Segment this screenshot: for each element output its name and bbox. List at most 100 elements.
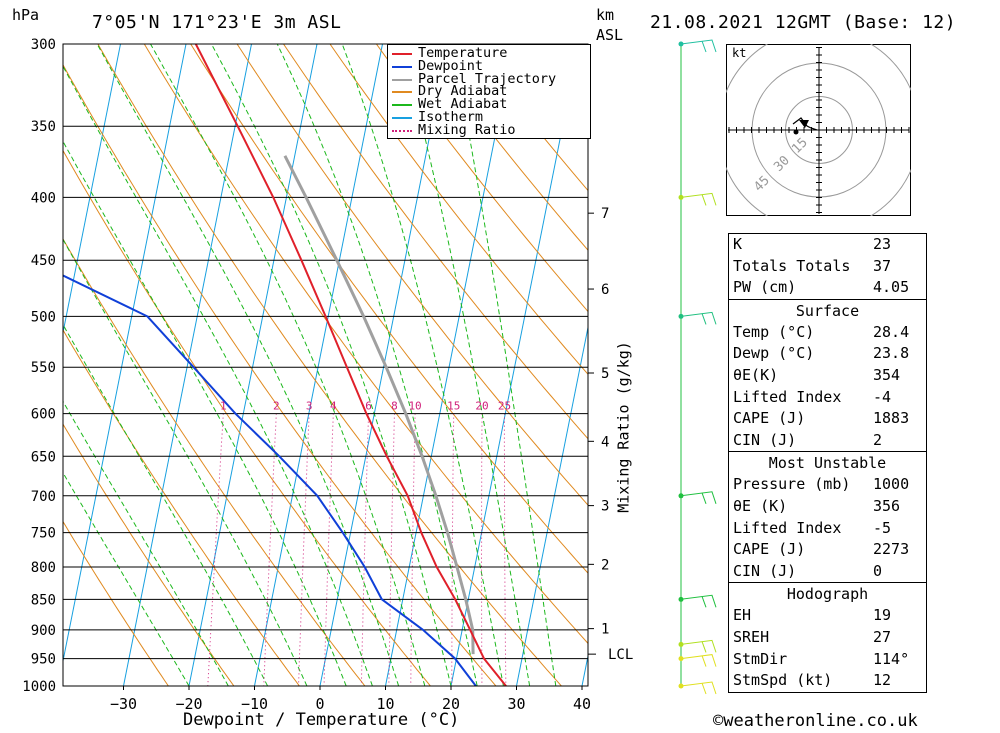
wind-level-dot	[678, 194, 684, 200]
index-value: 2	[873, 430, 883, 449]
lcl-label: LCL	[608, 647, 633, 663]
x-tick-label: −10	[241, 695, 268, 713]
pressure-tick-label: 900	[31, 623, 56, 639]
index-value: 27	[873, 627, 892, 646]
mixing-ratio-label: 25	[498, 400, 511, 413]
wet-adiabat-line	[210, 44, 452, 686]
wind-level-dot	[678, 493, 684, 499]
temperature-line	[194, 44, 507, 686]
wind-barb	[680, 654, 717, 667]
wind-barb	[701, 492, 707, 504]
km-tick-label: 4	[601, 434, 609, 450]
hodograph-table: Hodograph EH 19 SREH 27 StmDir 114° StmSpd …	[728, 582, 927, 693]
index-row: PW (cm) 4.05	[729, 277, 926, 299]
index-value: 356	[873, 496, 901, 515]
index-value: 23	[873, 235, 892, 253]
legend-item: Dewpoint	[388, 59, 588, 73]
most-unstable-table: Most Unstable Pressure (mb) 1000 θE (K) 35…	[728, 451, 927, 583]
isotherm-line	[450, 44, 580, 686]
legend-swatch	[392, 129, 412, 132]
pressure-tick-label: 800	[31, 560, 56, 576]
wet-adiabat-line	[400, 44, 531, 686]
wind-barb	[701, 194, 707, 206]
x-tick-label: 40	[573, 695, 591, 713]
mixing-ratio-line	[451, 413, 455, 686]
km-tick-label: 3	[601, 499, 609, 515]
wind-barb	[680, 594, 717, 608]
wind-barb	[680, 192, 717, 206]
pressure-tick-label: 300	[31, 37, 56, 53]
isotherm-line	[63, 44, 187, 664]
wind-barb	[680, 681, 717, 695]
dry-adiabat-line	[375, 44, 588, 313]
index-row: CAPE (J) 1883	[729, 408, 926, 430]
mixing-ratio-line	[207, 413, 224, 686]
hodograph-unit: kt	[732, 46, 746, 60]
index-row: Lifted Index -5	[729, 518, 926, 540]
mixing-ratio-label: 8	[391, 400, 398, 413]
legend-swatch	[392, 65, 412, 68]
pressure-tick-label: 600	[31, 407, 56, 423]
index-value: -5	[873, 518, 892, 537]
index-value: 2273	[873, 540, 910, 559]
wind-barb	[680, 39, 717, 53]
location-title: 7°05'N 171°23'E 3m ASL	[92, 12, 342, 33]
wind-barb	[701, 655, 707, 667]
mixing-ratio-label: 4	[330, 400, 337, 413]
index-row: Pressure (mb) 1000	[729, 474, 926, 496]
mixing-ratio-label: 15	[447, 400, 460, 413]
indices-panel: K 23 Totals Totals 37 PW (cm) 4.05 Surface …	[728, 233, 927, 693]
index-row: StmDir 114°	[729, 649, 926, 671]
pressure-tick-label: 700	[31, 489, 56, 505]
pressure-tick-label: 350	[31, 119, 56, 135]
legend-item: Wet Adiabat	[388, 97, 588, 111]
index-label: θE (K)	[733, 496, 788, 515]
x-tick-label: −30	[110, 695, 137, 713]
datetime-title: 21.08.2021 12GMT (Base: 12)	[650, 12, 957, 33]
pressure-tick-label: 550	[31, 360, 56, 376]
x-tick-label: 0	[315, 695, 324, 713]
pressure-unit-label: hPa	[12, 6, 40, 24]
index-label: StmSpd (kt)	[733, 671, 833, 690]
index-label: SREH	[733, 627, 770, 646]
wind-level-dot	[678, 641, 684, 647]
wet-adiabat-line	[63, 140, 347, 686]
pressure-tick-label: 450	[31, 253, 56, 269]
index-row: StmSpd (kt) 12	[729, 670, 926, 692]
legend-item: Mixing Ratio	[388, 123, 588, 137]
pressure-tick-label: 950	[31, 652, 56, 668]
mixing-ratio-label: 1	[220, 400, 227, 413]
wet-adiabat-line	[63, 65, 373, 686]
index-label: CAPE (J)	[733, 409, 806, 428]
index-label: K	[733, 235, 743, 253]
legend-label: Parcel Trajectory	[418, 70, 557, 87]
index-row: θE(K) 354	[729, 365, 926, 387]
x-tick-label: 10	[376, 695, 394, 713]
index-value: -4	[873, 387, 892, 406]
surface-title: Surface	[795, 301, 860, 320]
wet-adiabat-line	[63, 471, 190, 686]
credit-text: ©weatheronline.co.uk	[713, 711, 918, 731]
wind-level-dot	[678, 656, 684, 662]
index-row: CAPE (J) 2273	[729, 539, 926, 561]
parcel-trajectory-line	[283, 155, 475, 655]
index-row: θE (K) 356	[729, 496, 926, 518]
index-row: EH 19	[729, 605, 926, 627]
index-label: Lifted Index	[733, 387, 842, 406]
index-value: 4.05	[873, 278, 910, 297]
km-tick-label: 1	[601, 622, 609, 638]
index-value: 19	[873, 606, 892, 625]
index-row: SREH 27	[729, 627, 926, 649]
mixing-ratio-label: 6	[365, 400, 372, 413]
index-label: CAPE (J)	[733, 540, 806, 559]
km-unit-label: km	[596, 6, 615, 24]
dewpoint-line	[63, 274, 477, 686]
mixing-ratio-line	[503, 413, 507, 686]
index-row: Dewp (°C) 23.8	[729, 343, 926, 365]
index-label: Temp (°C)	[733, 322, 815, 341]
wet-adiabat-line	[63, 323, 269, 686]
index-value: 1000	[873, 475, 910, 494]
legend-swatch	[392, 117, 412, 119]
pressure-tick-label: 650	[31, 449, 56, 465]
